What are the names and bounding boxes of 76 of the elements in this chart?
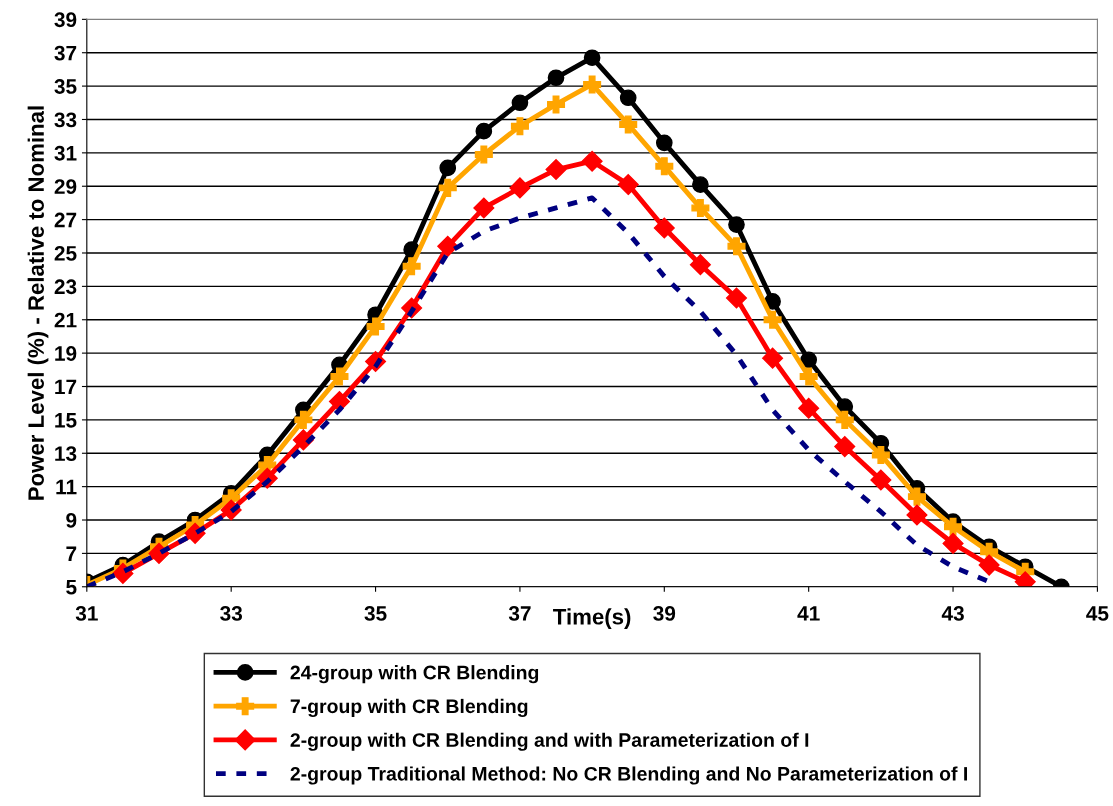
point: [728, 216, 745, 233]
point: [473, 197, 495, 219]
legend-label: 24-group with CR Blending: [290, 665, 539, 684]
y-tick-label: 17: [55, 379, 77, 395]
point: [619, 115, 638, 134]
legend-label: 7-group with CR Blending: [290, 698, 528, 718]
y-tick-label: 21: [54, 312, 77, 328]
point: [439, 159, 457, 177]
point: [800, 351, 818, 369]
x-tick-label: 35: [364, 606, 387, 621]
point: [978, 554, 1000, 576]
y-tick-label: 15: [55, 413, 77, 428]
point: [942, 532, 964, 554]
point: [655, 134, 673, 152]
point: [509, 177, 531, 199]
point: [689, 254, 711, 276]
point: [545, 159, 567, 181]
point: [474, 145, 493, 164]
y-tick-label: 7: [66, 546, 77, 561]
y-tick-label: 25: [54, 245, 77, 261]
point: [944, 517, 963, 536]
y-tick-label: 39: [54, 12, 77, 28]
x-tick-label: 37: [508, 606, 531, 621]
point: [763, 310, 782, 329]
x-tick-label: 33: [220, 606, 243, 621]
point: [583, 49, 601, 67]
point: [907, 487, 926, 506]
point: [546, 95, 566, 114]
point: [655, 157, 674, 176]
y-tick-label: 27: [54, 212, 77, 228]
point: [581, 150, 603, 172]
point: [366, 317, 385, 336]
y-tick-label: 11: [56, 479, 77, 495]
y-tick-label: 9: [66, 513, 77, 528]
point: [871, 445, 890, 464]
point: [870, 469, 892, 491]
point: [834, 436, 856, 458]
point: [617, 174, 639, 196]
legend-label: 2-group with CR Blending and with Parameterization of I: [290, 732, 809, 751]
point: [547, 69, 565, 87]
x-tick-label: 43: [941, 606, 964, 621]
point: [402, 257, 421, 276]
legend-label: 2-group Traditional Method: No CR Blending and No Parameterization of I: [290, 766, 967, 785]
point: [799, 367, 818, 386]
point: [510, 117, 529, 136]
y-tick-label: 29: [54, 179, 77, 194]
point: [798, 397, 820, 419]
point: [762, 347, 784, 369]
point: [475, 122, 493, 140]
point: [653, 217, 675, 239]
y-tick-label: 37: [54, 45, 77, 61]
point: [437, 235, 459, 257]
y-tick-label: 5: [66, 579, 77, 595]
point: [438, 178, 457, 197]
point: [906, 504, 928, 526]
y-tick-label: 33: [54, 112, 77, 128]
point: [835, 410, 854, 429]
x-axis-title: Time(s): [553, 608, 631, 629]
point: [583, 75, 602, 94]
point: [330, 367, 349, 386]
y-tick-label: 19: [55, 346, 77, 361]
point: [725, 287, 748, 309]
x-tick-label: 39: [653, 606, 676, 621]
y-tick-label: 13: [55, 446, 77, 462]
point: [691, 198, 710, 217]
point: [619, 89, 637, 107]
x-tick-label: 45: [1086, 606, 1109, 621]
y-tick-label: 35: [54, 79, 77, 94]
point: [727, 237, 746, 256]
x-tick-label: 41: [797, 606, 820, 621]
point: [511, 94, 529, 112]
y-tick-label: 31: [54, 145, 77, 161]
point: [294, 410, 313, 429]
point: [692, 176, 709, 193]
y-axis-title: Power Level (%) - Relative to Nominal: [27, 106, 49, 500]
y-tick-label: 23: [54, 279, 77, 295]
